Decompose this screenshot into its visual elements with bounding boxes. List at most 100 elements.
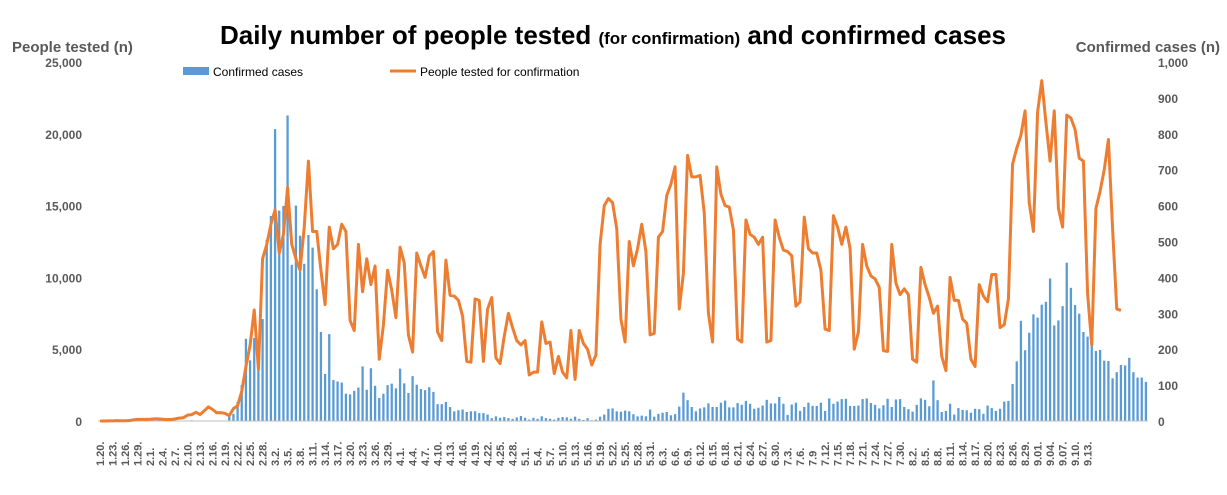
confirmed-bar xyxy=(432,392,434,421)
confirmed-bar xyxy=(428,387,430,421)
confirmed-bar xyxy=(1070,288,1072,421)
confirmed-bar xyxy=(270,216,272,421)
confirmed-bar xyxy=(399,369,401,421)
confirmed-bar xyxy=(603,415,605,421)
right-tick-label: 400 xyxy=(1158,271,1178,285)
x-tick-label: 5.7. xyxy=(545,448,557,466)
x-tick-label: 6.9. xyxy=(683,448,695,466)
confirmed-bar xyxy=(870,403,872,421)
confirmed-bar xyxy=(461,410,463,421)
confirmed-bar xyxy=(961,410,963,421)
confirmed-bar xyxy=(632,414,634,421)
x-tick-label: 4.25. xyxy=(495,442,507,466)
confirmed-bar xyxy=(411,376,413,421)
confirmed-bar xyxy=(253,338,255,421)
confirmed-bar xyxy=(266,240,268,421)
confirmed-bar xyxy=(1124,365,1126,421)
x-tick-label: 4.19. xyxy=(470,442,482,466)
confirmed-bar xyxy=(1007,401,1009,421)
confirmed-bar xyxy=(349,394,351,421)
confirmed-bar xyxy=(899,399,901,421)
confirmed-bar xyxy=(661,413,663,421)
confirmed-bar xyxy=(1111,378,1113,421)
confirmed-bar xyxy=(845,399,847,421)
confirmed-bar xyxy=(911,412,913,421)
x-tick-label: 2.7. xyxy=(170,448,182,466)
confirmed-bar xyxy=(999,409,1001,421)
confirmed-bar xyxy=(332,380,334,421)
confirmed-bar xyxy=(753,409,755,421)
confirmed-bar xyxy=(891,407,893,421)
confirmed-bar xyxy=(620,412,622,421)
x-axis-ticks: 1.20.1.23.1.26.1.29.2.1.2.4.2.7.2.10.2.1… xyxy=(95,442,1094,466)
confirmed-bar xyxy=(1141,378,1143,421)
confirmed-bar xyxy=(453,411,455,421)
confirmed-bar xyxy=(1024,350,1026,421)
confirmed-bar xyxy=(895,399,897,421)
x-tick-label: 3.14. xyxy=(320,442,332,466)
legend-line-label: People tested for confirmation xyxy=(420,65,579,79)
x-tick-label: 3.20. xyxy=(345,442,357,466)
confirmed-bar xyxy=(1082,332,1084,421)
confirmed-bar xyxy=(761,406,763,421)
x-tick-label: 2.16. xyxy=(208,442,220,466)
x-tick-label: 3.2. xyxy=(270,448,282,466)
confirmed-bar xyxy=(824,411,826,421)
x-tick-label: 6.15. xyxy=(708,442,720,466)
chart-title-main: Daily number of people tested xyxy=(220,20,599,50)
confirmed-bar xyxy=(599,417,601,421)
confirmed-bar xyxy=(707,403,709,421)
confirmed-bar xyxy=(295,206,297,421)
confirmed-bar xyxy=(795,403,797,421)
x-tick-label: 5.16. xyxy=(583,442,595,466)
right-tick-label: 100 xyxy=(1158,379,1178,393)
confirmed-bar xyxy=(878,408,880,421)
confirmed-bar xyxy=(307,235,309,421)
confirmed-bar xyxy=(695,411,697,421)
x-tick-label: 7.6. xyxy=(795,448,807,466)
confirmed-bar xyxy=(686,400,688,421)
x-tick-label: 9.07. xyxy=(1058,442,1070,466)
confirmed-bar xyxy=(628,411,630,421)
confirmed-bar xyxy=(378,398,380,421)
x-tick-label: 3.11. xyxy=(308,442,320,466)
confirmed-bar xyxy=(320,332,322,421)
confirmed-bar xyxy=(916,405,918,421)
confirmed-bar xyxy=(724,401,726,421)
confirmed-bar xyxy=(720,403,722,421)
x-tick-label: 9.10. xyxy=(1070,442,1082,466)
confirmed-bar xyxy=(1086,337,1088,421)
confirmed-bar xyxy=(666,412,668,421)
confirmed-bar xyxy=(636,416,638,421)
confirmed-bar xyxy=(982,414,984,421)
confirmed-bar xyxy=(941,412,943,421)
confirmed-bar xyxy=(670,415,672,421)
confirmed-bar xyxy=(699,408,701,421)
confirmed-bar xyxy=(1053,326,1055,421)
confirmed-bar xyxy=(541,416,543,421)
x-tick-label: 5.10. xyxy=(558,442,570,466)
confirmed-bar xyxy=(1045,302,1047,421)
x-tick-label: 2.28. xyxy=(258,442,270,466)
x-tick-label: 4.4. xyxy=(408,448,420,466)
confirmed-bar xyxy=(920,398,922,421)
right-tick-label: 900 xyxy=(1158,92,1178,106)
x-tick-label: 8.8. xyxy=(933,448,945,466)
confirmed-bar xyxy=(986,406,988,421)
confirmed-bar xyxy=(324,374,326,421)
confirmed-bar xyxy=(649,410,651,421)
x-tick-label: 2.25. xyxy=(245,442,257,466)
confirmed-bar xyxy=(907,409,909,421)
confirmed-bar xyxy=(749,404,751,421)
x-tick-label: 4.10. xyxy=(433,442,445,466)
confirmed-bar xyxy=(1128,358,1130,421)
left-tick-label: 10,000 xyxy=(45,271,82,285)
x-tick-label: 6.27. xyxy=(758,442,770,466)
x-tick-label: 6.3. xyxy=(658,448,670,466)
confirmed-bar xyxy=(645,416,647,421)
confirmed-bar xyxy=(1078,314,1080,421)
left-tick-label: 0 xyxy=(75,415,82,429)
confirmed-bar xyxy=(791,404,793,421)
x-tick-label: 5.31. xyxy=(645,442,657,466)
confirmed-bar xyxy=(611,408,613,421)
